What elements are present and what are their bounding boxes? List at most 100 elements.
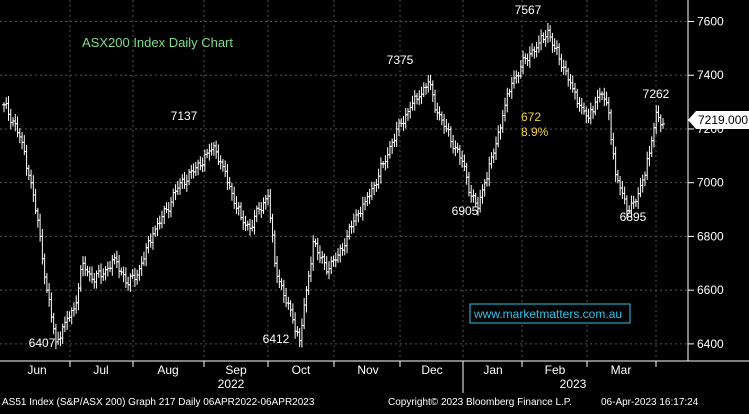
- ohlc-bar: [99, 263, 104, 285]
- ohlc-bar: [214, 140, 219, 159]
- ohlc-bar: [433, 89, 438, 113]
- x-tick-label: Jun: [27, 363, 46, 377]
- ohlc-bar: [241, 210, 246, 230]
- ohlc-bar: [159, 210, 164, 229]
- ohlc-bar: [557, 43, 562, 66]
- ohlc-bar: [356, 209, 361, 223]
- ohlc-bar: [482, 179, 487, 197]
- ohlc-bar: [645, 151, 650, 180]
- ohlc-bar: [257, 202, 262, 215]
- ohlc-bar: [480, 184, 485, 204]
- ohlc-bar: [24, 144, 29, 176]
- ohlc-bar: [408, 101, 413, 119]
- ohlc-bar: [622, 186, 627, 205]
- ohlc-bar: [105, 261, 110, 277]
- ohlc-bar: [536, 35, 541, 53]
- ohlc-bar: [139, 256, 144, 276]
- ohlc-bar: [293, 312, 298, 339]
- ohlc-bar: [261, 197, 266, 214]
- ohlc-bar: [272, 230, 277, 268]
- ohlc-bar: [620, 180, 625, 200]
- ohlc-bar: [15, 116, 20, 138]
- ohlc-bar: [171, 188, 176, 207]
- ohlc-bar: [606, 97, 611, 121]
- ohlc-bar: [110, 254, 115, 276]
- y-tick-label: 6600: [697, 283, 724, 297]
- ohlc-bar: [8, 108, 13, 130]
- x-axis-ticks: Jun Jul Aug Sep Oct Nov Dec Jan Feb Mar 2022 2023: [27, 361, 657, 391]
- x-tick-label: Sep: [225, 363, 247, 377]
- x-tick-label: Jan: [483, 363, 502, 377]
- ohlc-bar: [250, 219, 255, 232]
- ohlc-bar: [597, 87, 602, 103]
- ohlc-bar: [35, 207, 40, 228]
- ohlc-bar: [439, 111, 444, 126]
- y-tick-label: 7000: [697, 176, 724, 190]
- ohlc-bar: [103, 266, 108, 281]
- ohlc-bar: [74, 295, 79, 314]
- ohlc-bar: [582, 102, 587, 115]
- move-points: 672: [521, 110, 541, 124]
- ohlc-bar: [507, 88, 512, 98]
- ohlc-bar: [340, 243, 345, 256]
- ohlc-bar: [358, 206, 363, 218]
- ohlc-bar: [315, 237, 320, 261]
- ohlc-bar: [618, 175, 623, 196]
- ohlc-bar: [90, 266, 95, 284]
- ohlc-bar: [270, 213, 275, 243]
- ohlc-bar: [288, 300, 293, 317]
- ohlc-bar: [49, 292, 54, 323]
- ohlc-bar: [331, 255, 336, 267]
- ohlc-bar: [130, 269, 135, 280]
- ohlc-bar: [516, 71, 521, 84]
- ohlc-bar: [322, 253, 327, 270]
- ohlc-bar: [182, 171, 187, 189]
- ohlc-bar: [345, 229, 350, 254]
- ohlc-bar: [365, 192, 370, 207]
- ohlc-bar: [31, 175, 36, 203]
- ohlc-bar: [469, 184, 474, 203]
- annotation-label: 7262: [643, 87, 670, 101]
- ohlc-bar: [430, 80, 435, 103]
- ohlc-bar: [566, 67, 571, 87]
- ohlc-bar: [426, 74, 431, 93]
- annotation-label: 7375: [387, 53, 414, 67]
- ohlc-bar: [284, 288, 289, 308]
- ohlc-bar: [252, 209, 257, 235]
- ohlc-bar: [6, 96, 11, 121]
- x-tick-label: Aug: [157, 363, 178, 377]
- x-tick-label: Jul: [93, 363, 108, 377]
- ohlc-bar: [157, 215, 162, 230]
- ohlc-bar: [390, 138, 395, 154]
- ohlc-bar: [541, 32, 546, 44]
- price-bars: [2, 22, 665, 350]
- ohlc-bar: [489, 152, 494, 169]
- ohlc-bar: [487, 156, 492, 187]
- y-tick-label: 6800: [697, 229, 724, 243]
- ohlc-bar: [47, 283, 52, 307]
- footer-timestamp: 06-Apr-2023 16:17:24: [601, 397, 699, 408]
- y-axis-ticks: 6400660068007000720074007600: [688, 14, 724, 351]
- ohlc-bar: [403, 108, 408, 129]
- ohlc-bar: [76, 283, 81, 311]
- ohlc-bar: [211, 141, 216, 156]
- ohlc-bar: [584, 106, 589, 124]
- ohlc-bar: [126, 276, 131, 291]
- ohlc-bar: [320, 250, 325, 264]
- watermark[interactable]: www.marketmatters.com.au: [473, 307, 622, 321]
- ohlc-bar: [146, 235, 151, 254]
- ohlc-bar: [263, 194, 268, 210]
- ohlc-bar: [437, 106, 442, 121]
- ohlc-bar: [20, 132, 25, 150]
- ohlc-bar: [636, 187, 641, 209]
- ohlc-bar: [385, 147, 390, 169]
- annotation-label: 7137: [171, 109, 198, 123]
- ohlc-bar: [448, 126, 453, 148]
- ohlc-bar: [236, 202, 241, 216]
- x-tick-label: Dec: [421, 363, 442, 377]
- x-tick-label: Oct: [292, 363, 311, 377]
- ohlc-bar: [290, 303, 295, 324]
- annotation-label: 6905: [452, 204, 479, 218]
- ohlc-bar: [299, 318, 304, 348]
- ohlc-bar: [374, 179, 379, 192]
